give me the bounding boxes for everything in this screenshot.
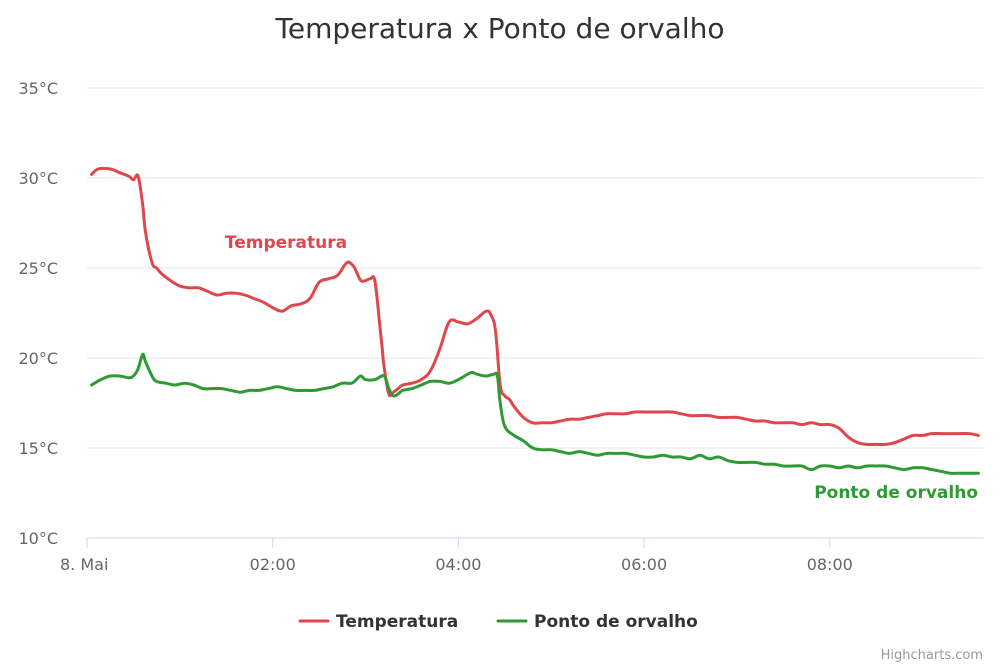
legend-label-ponto-de-orvalho: Ponto de orvalho — [534, 612, 698, 632]
series-line-ponto-de-orvalho[interactable] — [90, 352, 980, 475]
y-tick-label: 35°C — [18, 79, 58, 98]
y-tick-label: 20°C — [18, 349, 58, 368]
y-tick-label: 15°C — [18, 439, 58, 458]
chart-title: Temperatura x Ponto de orvalho — [275, 12, 725, 45]
legend-label-temperatura: Temperatura — [336, 612, 458, 632]
x-tick-label: 08:00 — [807, 555, 853, 574]
legend: Temperatura Ponto de orvalho — [298, 612, 698, 632]
series-lines — [90, 166, 980, 475]
legend-item-temperatura[interactable]: Temperatura — [298, 612, 458, 632]
credits-link[interactable]: Highcharts.com — [881, 648, 983, 663]
y-axis-ticks: 10°C 15°C 20°C 25°C 30°C 35°C — [18, 79, 58, 548]
series-label-temperatura: Temperatura — [225, 233, 347, 253]
y-tick-label: 10°C — [18, 529, 58, 548]
x-tick-label: 8. Mai — [60, 555, 108, 574]
series-line-temperatura[interactable] — [90, 166, 980, 447]
grid-lines — [87, 87, 983, 539]
series-labels: Temperatura Ponto de orvalho — [225, 233, 978, 503]
x-tick-label: 02:00 — [250, 555, 296, 574]
series-label-ponto-de-orvalho: Ponto de orvalho — [814, 483, 978, 503]
x-axis: 8. Mai 02:00 04:00 06:00 08:00 — [60, 538, 853, 574]
x-tick-label: 04:00 — [435, 555, 481, 574]
legend-item-ponto-de-orvalho[interactable]: Ponto de orvalho — [496, 612, 698, 632]
y-tick-label: 30°C — [18, 169, 58, 188]
x-tick-label: 06:00 — [621, 555, 667, 574]
y-tick-label: 25°C — [18, 259, 58, 278]
